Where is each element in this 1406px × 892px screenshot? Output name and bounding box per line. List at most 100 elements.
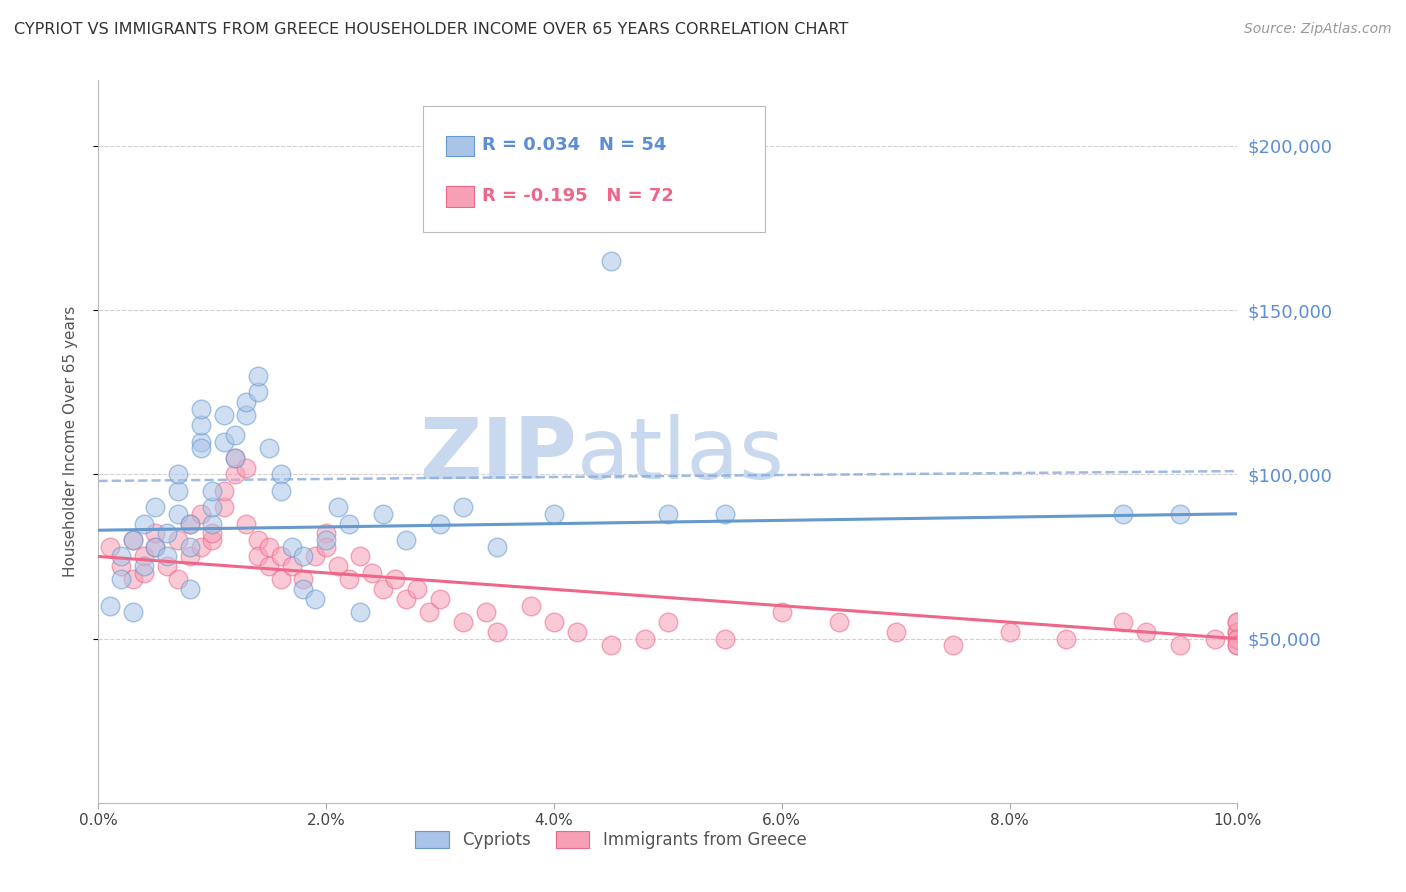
Point <box>246 368 269 383</box>
Point <box>1226 632 1249 646</box>
Point <box>121 605 143 619</box>
Point <box>235 516 257 531</box>
Point <box>145 540 167 554</box>
Point <box>167 507 190 521</box>
Point <box>337 573 360 587</box>
Point <box>1112 507 1135 521</box>
Text: R = -0.195   N = 72: R = -0.195 N = 72 <box>482 187 673 205</box>
Point <box>657 615 679 630</box>
Point <box>110 549 132 564</box>
Point <box>156 549 179 564</box>
Point <box>212 434 235 449</box>
Point <box>201 526 224 541</box>
Point <box>315 540 337 554</box>
Point <box>828 615 851 630</box>
Point <box>1170 638 1192 652</box>
Point <box>714 632 737 646</box>
Point <box>132 566 155 580</box>
Point <box>429 516 451 531</box>
Point <box>451 615 474 630</box>
Point <box>1112 615 1135 630</box>
Point <box>315 533 337 547</box>
Point <box>1226 625 1249 640</box>
Point <box>600 253 623 268</box>
FancyBboxPatch shape <box>423 105 765 232</box>
Point <box>145 526 167 541</box>
Point <box>235 409 257 423</box>
Point <box>190 418 212 433</box>
Point <box>1226 632 1249 646</box>
Point <box>190 434 212 449</box>
Point <box>167 533 190 547</box>
Point <box>998 625 1021 640</box>
Point <box>190 401 212 416</box>
Point <box>281 540 304 554</box>
Point <box>167 483 190 498</box>
Point <box>201 516 224 531</box>
Point <box>1226 615 1249 630</box>
Point <box>292 582 315 597</box>
Point <box>270 483 292 498</box>
Point <box>1135 625 1157 640</box>
Point <box>98 540 121 554</box>
Point <box>474 605 496 619</box>
Text: R = 0.034   N = 54: R = 0.034 N = 54 <box>482 136 666 154</box>
Point <box>110 559 132 574</box>
Point <box>212 483 235 498</box>
Point <box>179 516 201 531</box>
Point <box>395 533 418 547</box>
Point <box>1204 632 1226 646</box>
Point <box>167 467 190 482</box>
Point <box>246 533 269 547</box>
Point <box>337 516 360 531</box>
Point <box>384 573 406 587</box>
Point <box>543 615 565 630</box>
Point <box>121 573 143 587</box>
Point <box>565 625 588 640</box>
Point <box>942 638 965 652</box>
Point <box>315 526 337 541</box>
Point <box>167 573 190 587</box>
Point <box>145 500 167 515</box>
Point <box>657 507 679 521</box>
Bar <box>446 186 474 207</box>
Point <box>270 467 292 482</box>
Point <box>179 582 201 597</box>
Point <box>451 500 474 515</box>
Point <box>212 500 235 515</box>
Point <box>418 605 440 619</box>
Point <box>259 441 281 455</box>
Point <box>349 605 371 619</box>
Point <box>292 549 315 564</box>
Text: ZIP: ZIP <box>419 415 576 498</box>
Point <box>235 460 257 475</box>
Point <box>145 540 167 554</box>
Point <box>246 385 269 400</box>
Point <box>121 533 143 547</box>
Point <box>201 483 224 498</box>
Point <box>224 450 246 465</box>
Point <box>326 559 349 574</box>
Point <box>190 507 212 521</box>
Point <box>190 441 212 455</box>
Text: Source: ZipAtlas.com: Source: ZipAtlas.com <box>1244 22 1392 37</box>
Point <box>326 500 349 515</box>
Point <box>98 599 121 613</box>
Point <box>179 540 201 554</box>
Point <box>1226 615 1249 630</box>
Point <box>281 559 304 574</box>
Text: CYPRIOT VS IMMIGRANTS FROM GREECE HOUSEHOLDER INCOME OVER 65 YEARS CORRELATION C: CYPRIOT VS IMMIGRANTS FROM GREECE HOUSEH… <box>14 22 848 37</box>
Point <box>132 549 155 564</box>
Point <box>156 559 179 574</box>
Point <box>429 592 451 607</box>
Point <box>156 526 179 541</box>
Point <box>121 533 143 547</box>
Point <box>634 632 657 646</box>
Point <box>246 549 269 564</box>
Point <box>132 559 155 574</box>
Point <box>1056 632 1078 646</box>
Point <box>1226 625 1249 640</box>
Point <box>201 533 224 547</box>
Point <box>235 395 257 409</box>
Point <box>1226 638 1249 652</box>
